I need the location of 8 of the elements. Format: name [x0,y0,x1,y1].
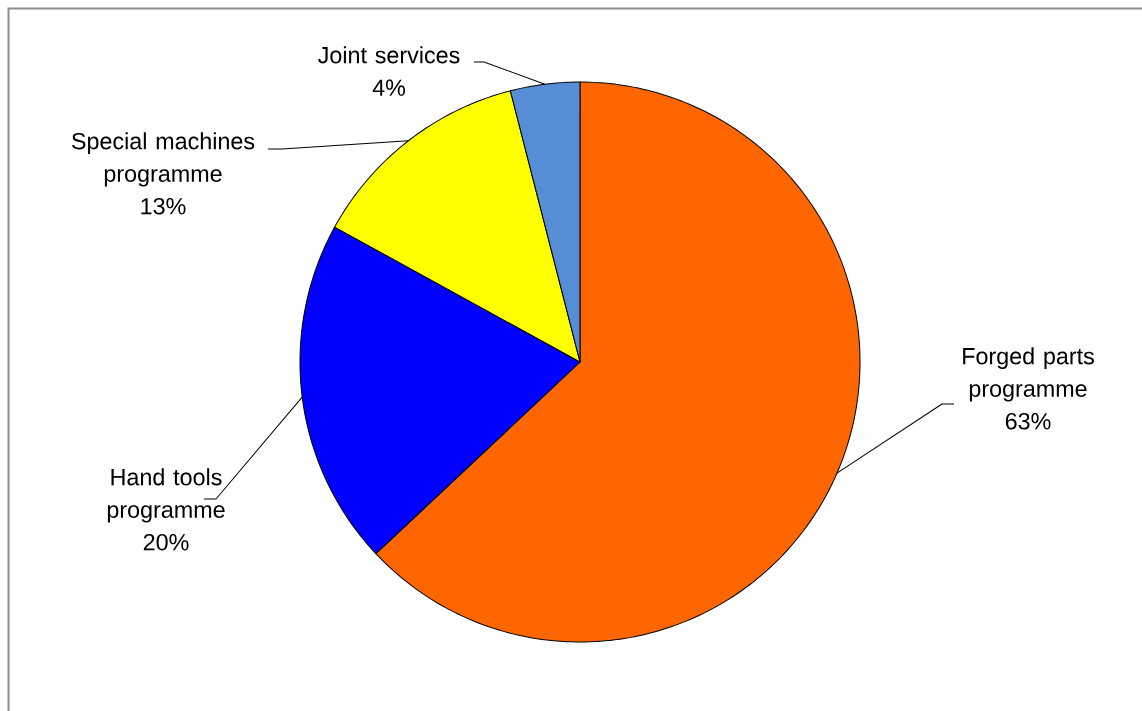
slice-label: Special machines programme [71,132,255,187]
data-label: 20% [143,533,189,551]
slice-label: Forged parts programme [963,347,1094,402]
data-label: 63% [1005,412,1051,430]
data-label: 13% [141,197,186,215]
data-label: 4% [372,79,406,96]
slice-label: Hand tools programme [107,468,225,523]
slice-label: Joint services [318,46,460,64]
